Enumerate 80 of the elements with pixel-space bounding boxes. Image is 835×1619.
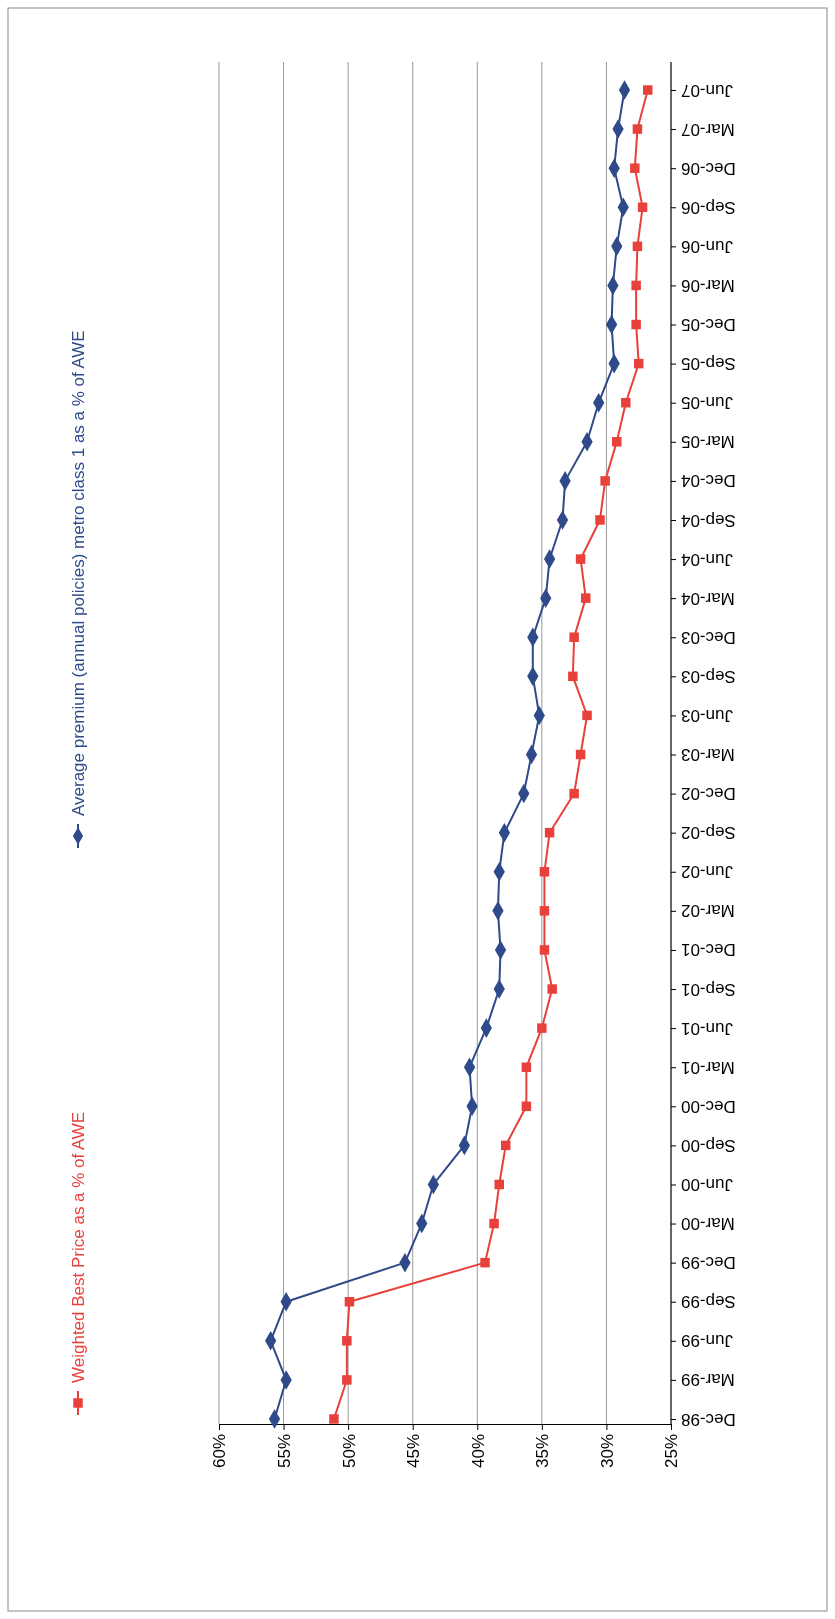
x-tick-label: 35% bbox=[533, 1434, 553, 1469]
y-tick-label: Jun-07 bbox=[681, 80, 733, 100]
y-tick-label: Sep-00 bbox=[681, 1135, 736, 1155]
y-tick-label: Sep-05 bbox=[681, 354, 736, 374]
y-tick-label: Mar-04 bbox=[681, 588, 735, 608]
x-tick-label: 30% bbox=[597, 1434, 617, 1469]
point bbox=[539, 906, 550, 916]
y-tick-label: Sep-99 bbox=[681, 1292, 736, 1312]
x-tick-label: 60% bbox=[210, 1434, 230, 1469]
y-tick-label: Mar-99 bbox=[681, 1370, 735, 1390]
y-tick-label: Jun-04 bbox=[681, 549, 733, 569]
y-tick-label: Dec-05 bbox=[681, 315, 736, 335]
point bbox=[547, 984, 557, 994]
point bbox=[630, 163, 640, 173]
x-tick-label: 25% bbox=[662, 1434, 682, 1469]
point bbox=[489, 1218, 499, 1229]
point bbox=[595, 515, 605, 525]
point bbox=[344, 1296, 355, 1307]
y-tick-label: Dec-04 bbox=[681, 471, 736, 491]
y-tick-label: Jun-01 bbox=[681, 1018, 733, 1038]
point bbox=[480, 1257, 490, 1268]
y-tick-label: Sep-03 bbox=[681, 666, 736, 686]
point bbox=[521, 1062, 532, 1072]
point bbox=[329, 1414, 339, 1424]
point bbox=[643, 85, 653, 95]
y-tick-label: Mar-00 bbox=[681, 1214, 735, 1234]
y-tick-label: Mar-06 bbox=[681, 275, 735, 295]
point bbox=[582, 710, 592, 721]
point bbox=[631, 280, 641, 291]
point bbox=[539, 867, 550, 877]
y-tick-label: Jun-99 bbox=[681, 1331, 733, 1351]
point bbox=[575, 554, 586, 564]
y-tick-label: Dec-03 bbox=[681, 627, 736, 647]
y-tick-label: Jun-05 bbox=[681, 393, 733, 413]
y-tick-label: Dec-00 bbox=[681, 1096, 736, 1116]
point bbox=[581, 593, 591, 603]
point bbox=[637, 202, 648, 213]
x-tick-label: 45% bbox=[404, 1434, 424, 1469]
text: Weighted Best Price as a % of AWE bbox=[68, 1111, 88, 1383]
point bbox=[568, 671, 578, 682]
point bbox=[575, 749, 586, 760]
point bbox=[494, 1179, 504, 1190]
y-tick-label: Dec-06 bbox=[681, 158, 736, 178]
y-tick-label: Mar-02 bbox=[681, 901, 735, 921]
point bbox=[632, 124, 643, 134]
y-tick-label: Mar-01 bbox=[681, 1057, 735, 1077]
y-tick-label: Mar-03 bbox=[681, 745, 735, 765]
text: Average premium (annual policies) metro class 1 as a % of AWE bbox=[68, 330, 88, 816]
y-tick-label: Jun-03 bbox=[681, 705, 733, 725]
x-tick-label: 55% bbox=[275, 1434, 295, 1469]
point bbox=[621, 397, 631, 408]
point bbox=[631, 319, 641, 330]
y-tick-label: Sep-02 bbox=[681, 823, 736, 843]
point bbox=[600, 476, 610, 486]
point bbox=[544, 827, 555, 838]
point bbox=[500, 1140, 511, 1151]
y-tick-label: Dec-02 bbox=[681, 784, 736, 804]
y-tick-label: Sep-04 bbox=[681, 510, 736, 530]
y-tick-label: Dec-98 bbox=[681, 1409, 736, 1429]
point bbox=[632, 241, 643, 252]
point bbox=[569, 788, 579, 799]
y-tick-label: Dec-01 bbox=[681, 940, 736, 960]
x-tick-label: 40% bbox=[468, 1434, 488, 1469]
y-tick-label: Jun-00 bbox=[681, 1175, 733, 1195]
point bbox=[569, 632, 579, 642]
y-tick-label: Jun-06 bbox=[681, 236, 733, 256]
y-tick-label: Jun-02 bbox=[681, 862, 733, 882]
y-tick-label: Mar-05 bbox=[681, 432, 735, 452]
y-tick-label: Mar-07 bbox=[681, 119, 735, 139]
y-tick-label: Dec-99 bbox=[681, 1253, 736, 1273]
point bbox=[521, 1101, 532, 1112]
y-tick-label: Sep-01 bbox=[681, 979, 736, 999]
point bbox=[342, 1336, 352, 1346]
x-tick-label: 50% bbox=[339, 1434, 359, 1469]
point bbox=[612, 437, 622, 447]
point bbox=[342, 1375, 352, 1385]
point bbox=[633, 358, 644, 369]
point bbox=[539, 945, 550, 955]
point bbox=[537, 1023, 547, 1033]
y-tick-label: Sep-06 bbox=[681, 197, 736, 217]
